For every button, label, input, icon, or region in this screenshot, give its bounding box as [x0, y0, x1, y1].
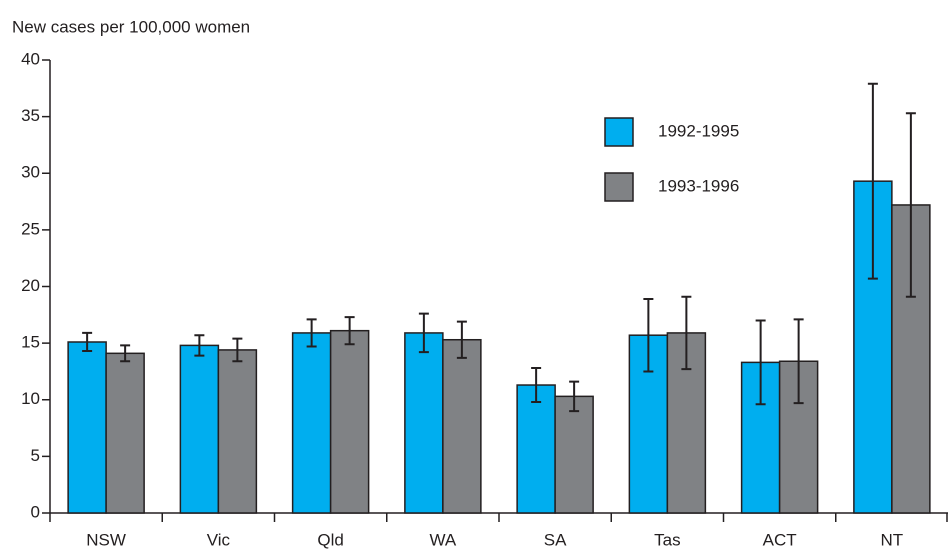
y-tick-label: 0: [31, 502, 40, 521]
bar: [217, 349, 258, 514]
error-bar: [905, 112, 916, 298]
error-bar: [531, 367, 542, 404]
y-axis-label: New cases per 100,000 women: [12, 17, 250, 36]
bar: [516, 384, 556, 514]
legend-label: 1992-1995: [658, 121, 739, 140]
x-tick-label: Vic: [207, 530, 231, 549]
legend-swatch: [604, 172, 634, 202]
error-bar: [82, 331, 93, 353]
y-tick-label: 15: [21, 333, 40, 352]
x-tick-label: Qld: [317, 530, 343, 549]
x-tick-label: NT: [881, 530, 904, 549]
legend-swatch: [604, 117, 634, 147]
error-bar: [306, 318, 317, 348]
bar: [554, 395, 594, 514]
y-tick-label: 5: [31, 446, 40, 465]
bar: [442, 338, 482, 514]
y-tick-label: 30: [21, 163, 40, 182]
y-tick-label: 35: [21, 106, 40, 125]
error-bar: [456, 320, 467, 359]
error-bar: [867, 82, 878, 280]
error-bar: [755, 319, 766, 406]
x-tick-label: SA: [544, 530, 567, 549]
error-bar: [418, 312, 429, 354]
error-bar: [793, 318, 804, 405]
bar: [404, 332, 444, 514]
error-bar: [344, 316, 355, 346]
x-tick-label: WA: [429, 530, 456, 549]
error-bar: [681, 295, 692, 371]
error-bar: [232, 337, 243, 363]
x-tick-label: ACT: [763, 530, 797, 549]
error-bar: [643, 297, 654, 373]
legend-label: 1993-1996: [658, 176, 739, 195]
error-bar: [194, 334, 205, 357]
y-tick-label: 20: [21, 276, 40, 295]
bar: [329, 329, 370, 514]
bar: [67, 341, 107, 514]
error-bar: [120, 344, 131, 363]
y-tick-label: 40: [21, 49, 40, 68]
error-bar: [569, 380, 580, 413]
bar: [179, 344, 220, 514]
x-tick-label: NSW: [86, 530, 126, 549]
bar: [291, 332, 332, 514]
y-tick-label: 25: [21, 219, 40, 238]
bar: [105, 352, 145, 514]
x-tick-label: Tas: [654, 530, 680, 549]
y-tick-label: 10: [21, 389, 40, 408]
